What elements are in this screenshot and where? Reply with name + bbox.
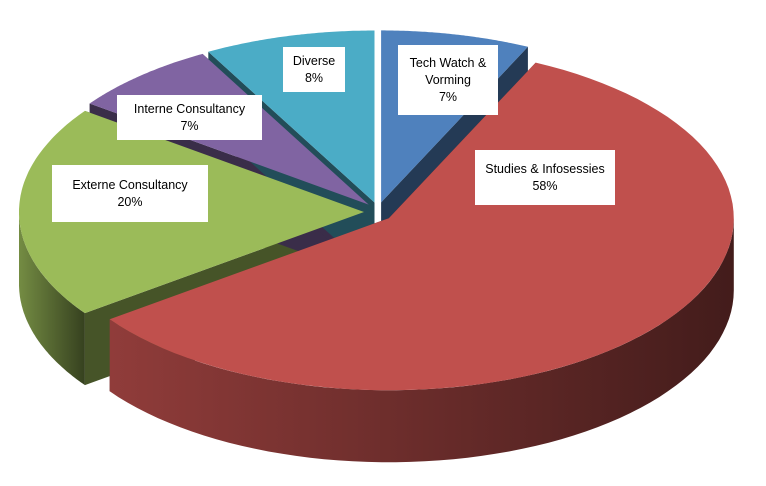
data-label: Diverse 8%: [283, 47, 345, 92]
data-label: Tech Watch & Vorming 7%: [398, 45, 498, 115]
data-label: Externe Consultancy 20%: [52, 165, 208, 222]
value-label: 7%: [180, 118, 199, 133]
outer-walls: [19, 212, 734, 463]
slice-side: [109, 218, 734, 463]
category-label: Studies & Infosessies: [485, 161, 605, 176]
value-label: 20%: [117, 194, 143, 209]
category-label: Diverse: [292, 53, 336, 68]
category-label: Tech Watch & Vorming: [409, 55, 487, 87]
value-label: 58%: [532, 178, 558, 193]
data-label: Interne Consultancy 7%: [117, 95, 262, 140]
category-label: Interne Consultancy: [133, 101, 246, 116]
value-label: 8%: [304, 70, 324, 85]
slice-side: [19, 212, 85, 386]
pie-slice: [109, 62, 734, 391]
category-label: Externe Consultancy: [72, 177, 188, 192]
data-label: Studies & Infosessies 58%: [475, 150, 615, 205]
value-label: 7%: [438, 89, 458, 104]
